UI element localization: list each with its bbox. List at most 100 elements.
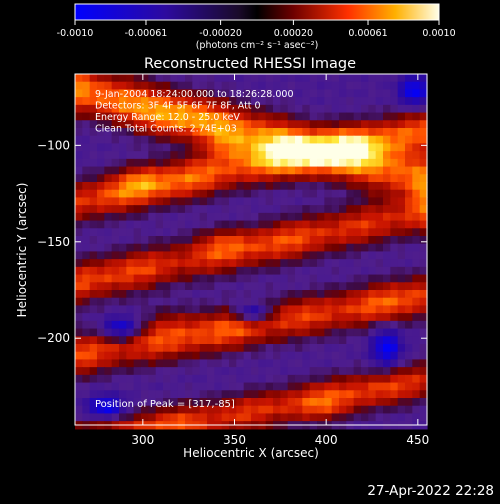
heatmap-cell (383, 174, 391, 183)
heatmap-cell (214, 197, 223, 206)
heatmap-cell (309, 112, 318, 121)
heatmap-cell (133, 128, 142, 137)
heatmap-cell (97, 89, 105, 98)
heatmap-cell (170, 166, 179, 175)
heatmap-cell (141, 112, 149, 121)
heatmap-cell (324, 274, 333, 283)
heatmap-cell (163, 74, 171, 83)
heatmap-cell (243, 220, 252, 229)
heatmap-cell (317, 112, 325, 121)
heatmap-cell (273, 112, 281, 121)
heatmap-cell (177, 359, 186, 368)
heatmap-cell (75, 228, 83, 237)
heatmap-cell (236, 359, 245, 368)
heatmap-cell (361, 104, 369, 114)
heatmap-cell (75, 74, 83, 83)
heatmap-cell (155, 374, 164, 384)
heatmap-cell (353, 367, 362, 376)
heatmap-cell (346, 243, 355, 253)
heatmap-cell (361, 390, 369, 399)
heatmap-cell (405, 251, 413, 260)
heatmap-cell (229, 251, 237, 260)
heatmap-cell (229, 97, 237, 106)
heatmap-cell (258, 166, 267, 175)
heatmap-cell (265, 228, 274, 237)
heatmap-cell (339, 297, 347, 307)
heatmap-cell (361, 151, 369, 160)
heatmap-cell (133, 243, 142, 253)
heatmap-cell (302, 243, 311, 253)
heatmap-cell (346, 251, 355, 260)
heatmap-cell (361, 305, 369, 314)
heatmap-cell (236, 336, 245, 345)
heatmap-cell (111, 336, 120, 345)
heatmap-cell (82, 174, 91, 183)
heatmap-cell (390, 313, 399, 322)
heatmap-cell (353, 344, 362, 353)
heatmap-cell (412, 143, 421, 152)
heatmap-cell (104, 344, 113, 353)
heatmap-cell (126, 266, 135, 276)
heatmap-cell (111, 320, 120, 330)
heatmap-cell (119, 151, 127, 160)
heatmap-cell (111, 158, 120, 168)
heatmap-cell (390, 259, 399, 268)
heatmap-cell (368, 120, 377, 129)
heatmap-cell (199, 158, 208, 168)
heatmap-cell (331, 305, 340, 314)
heatmap-cell (346, 166, 355, 175)
heatmap-cell (104, 328, 113, 337)
heatmap-cell (295, 398, 303, 407)
heatmap-cell (119, 166, 127, 175)
heatmap-cell (155, 290, 164, 299)
heatmap-cell (265, 212, 274, 222)
heatmap-cell (236, 390, 245, 399)
heatmap-cell (375, 374, 384, 384)
heatmap-cell (155, 236, 164, 245)
heatmap-cell (97, 228, 105, 237)
heatmap-cell (405, 282, 413, 291)
heatmap-cell (75, 251, 83, 260)
heatmap-cell (405, 151, 413, 160)
heatmap-cell (97, 128, 105, 137)
heatmap-cell (207, 266, 215, 276)
heatmap-cell (287, 212, 296, 222)
heatmap-cell (302, 313, 311, 322)
heatmap-cell (82, 89, 91, 98)
heatmap-cell (353, 166, 362, 175)
heatmap-cell (126, 259, 135, 268)
heatmap-cell (192, 128, 201, 137)
heatmap-cell (82, 151, 91, 160)
heatmap-cell (302, 158, 311, 168)
heatmap-cell (126, 336, 135, 345)
heatmap-cell (390, 382, 399, 391)
annotation-line: Detectors: 3F 4F 5F 6F 7F 8F, Att 0 (95, 101, 261, 112)
heatmap-cell (419, 197, 428, 206)
heatmap-cell (273, 305, 281, 314)
heatmap-cell (419, 274, 428, 283)
heatmap-cell (148, 382, 157, 391)
heatmap-cell (229, 236, 237, 245)
heatmap-cell (104, 251, 113, 260)
heatmap-cell (368, 374, 377, 384)
heatmap-cell (155, 413, 164, 422)
heatmap-cell (89, 135, 98, 145)
heatmap-cell (390, 135, 399, 145)
heatmap-cell (82, 313, 91, 322)
heatmap-cell (236, 266, 245, 276)
heatmap-cell (97, 81, 105, 91)
heatmap-cell (361, 143, 369, 152)
heatmap-cell (192, 220, 201, 229)
heatmap-cell (331, 220, 340, 229)
heatmap-cell (163, 174, 171, 183)
heatmap-cell (89, 274, 98, 283)
heatmap-cell (258, 243, 267, 253)
heatmap-cell (243, 212, 252, 222)
heatmap-cell (302, 290, 311, 299)
heatmap-cell (368, 398, 377, 407)
heatmap-cell (309, 104, 318, 114)
heatmap-cell (133, 81, 142, 91)
heatmap-cell (243, 398, 252, 407)
heatmap-cell (361, 297, 369, 307)
heatmap-cell (148, 81, 157, 91)
